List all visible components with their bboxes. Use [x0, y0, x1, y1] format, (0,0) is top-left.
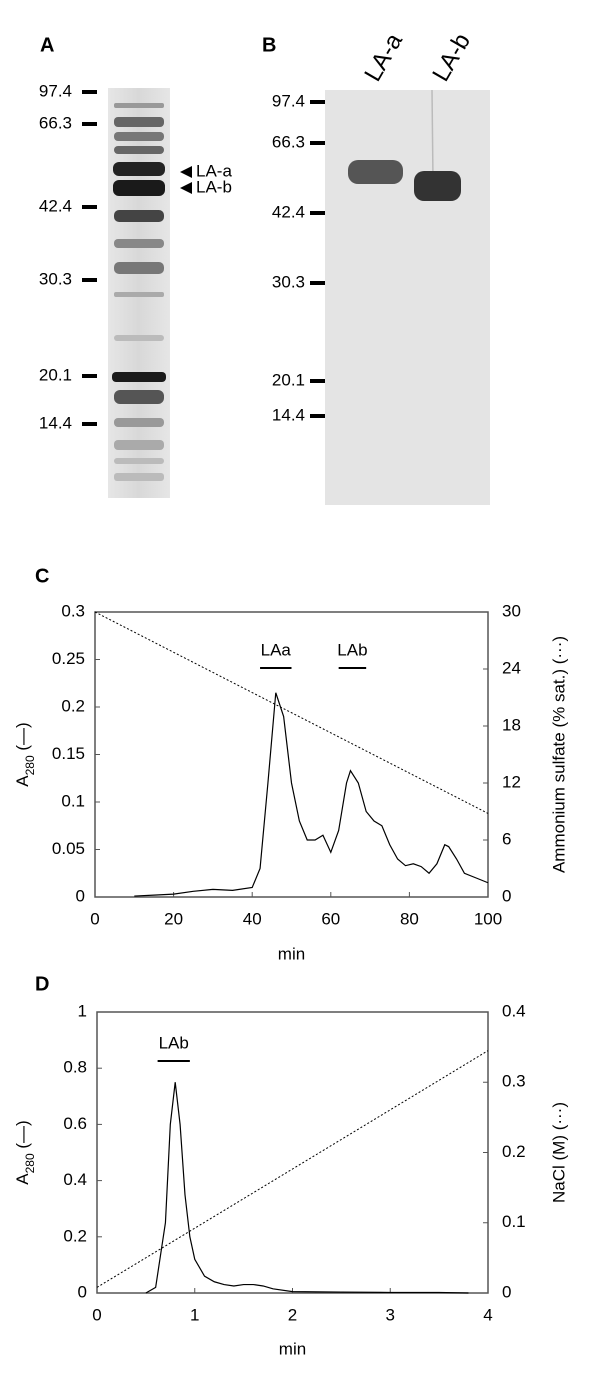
marker-label: 30.3 [39, 269, 72, 288]
y-tick-label: 0.2 [63, 1226, 87, 1245]
y-tick-label: 0.3 [61, 601, 85, 620]
series-line [96, 1050, 489, 1288]
marker-label: 66.3 [39, 113, 72, 132]
marker-label: 20.1 [272, 370, 305, 389]
plot-frame [94, 611, 489, 898]
series-line [145, 1082, 469, 1294]
x-tick-label: 0 [90, 909, 99, 928]
y2-tick-label: 0 [502, 886, 511, 905]
x-tick-label: 2 [288, 1305, 297, 1324]
panel-label: C [35, 565, 49, 587]
y-axis-label-subscript: 280 [23, 755, 37, 775]
marker-label: 66.3 [272, 132, 305, 151]
y2-axis-label: Ammonium sulfate (% sat.) (···) [549, 636, 568, 873]
marker-label: 97.4 [272, 91, 305, 110]
y-tick-label: 0.2 [61, 696, 85, 715]
y2-tick-label: 30 [502, 601, 521, 620]
y-tick-label: 1 [78, 1001, 87, 1020]
marker-label: 42.4 [272, 202, 305, 221]
series-line [94, 611, 489, 814]
y-tick-label: 0.05 [52, 839, 85, 858]
y-axis-label: A280 (—) [13, 1120, 37, 1184]
y-tick-label: 0.25 [52, 649, 85, 668]
y2-axis-label: NaCl (M) (···) [549, 1102, 568, 1203]
panel-label: D [35, 973, 49, 995]
y-tick-label: 0.15 [52, 744, 85, 763]
y2-tick-label: 0.4 [502, 1001, 526, 1020]
y-axis-label-subscript: 280 [23, 1153, 37, 1173]
y-axis-label-part: A [13, 1173, 32, 1185]
arrow-label: LA-b [196, 177, 232, 196]
x-tick-label: 4 [483, 1305, 492, 1324]
y-axis-label-part: A [13, 775, 32, 787]
y2-tick-label: 6 [502, 829, 511, 848]
gel-streak [431, 89, 434, 181]
gel-band [348, 160, 403, 184]
y-axis-label-part: (—) [13, 1120, 32, 1153]
marker-label: 42.4 [39, 196, 72, 215]
lane-label: LA-b [427, 29, 476, 86]
gel [325, 90, 490, 505]
y2-tick-label: 0 [502, 1282, 511, 1301]
arrow-label: LA-a [196, 161, 232, 180]
y-tick-label: 0.4 [63, 1170, 87, 1189]
y2-tick-label: 12 [502, 772, 521, 791]
y2-tick-label: 0.3 [502, 1072, 526, 1091]
series-line [134, 692, 489, 897]
annotation-label: LAa [261, 640, 292, 659]
x-axis-label: min [278, 944, 305, 963]
annotation-label: LAb [159, 1033, 189, 1052]
y2-tick-label: 0.1 [502, 1212, 526, 1231]
panel-label: B [262, 34, 276, 56]
lane-label: LA-a [359, 28, 408, 86]
marker-label: 97.4 [39, 81, 72, 100]
marker-label: 20.1 [39, 365, 72, 384]
x-tick-label: 60 [321, 909, 340, 928]
arrow-heads [180, 166, 192, 194]
marker-label: 14.4 [272, 405, 305, 424]
x-tick-label: 3 [386, 1305, 395, 1324]
marker-label: 14.4 [39, 413, 72, 432]
x-tick-label: 40 [243, 909, 262, 928]
y2-tick-label: 18 [502, 715, 521, 734]
x-tick-label: 100 [474, 909, 502, 928]
y-axis-label: A280 (—) [13, 722, 37, 786]
x-tick-label: 1 [190, 1305, 199, 1324]
panel-label: A [40, 34, 54, 56]
gel-bands [112, 103, 166, 481]
annotation-label: LAb [337, 640, 367, 659]
gel-band [414, 171, 461, 201]
x-tick-label: 20 [164, 909, 183, 928]
y-tick-label: 0 [76, 886, 85, 905]
x-tick-label: 0 [92, 1305, 101, 1324]
y-axis-label-part: (—) [13, 722, 32, 755]
y2-tick-label: 0.2 [502, 1142, 526, 1161]
y-tick-label: 0.8 [63, 1058, 87, 1077]
y-tick-label: 0.1 [61, 791, 85, 810]
y-tick-label: 0 [78, 1282, 87, 1301]
x-tick-label: 80 [400, 909, 419, 928]
y2-tick-label: 24 [502, 658, 521, 677]
plot-frame [96, 1011, 489, 1294]
x-axis-label: min [279, 1339, 306, 1358]
marker-label: 30.3 [272, 272, 305, 291]
y-tick-label: 0.6 [63, 1114, 87, 1133]
